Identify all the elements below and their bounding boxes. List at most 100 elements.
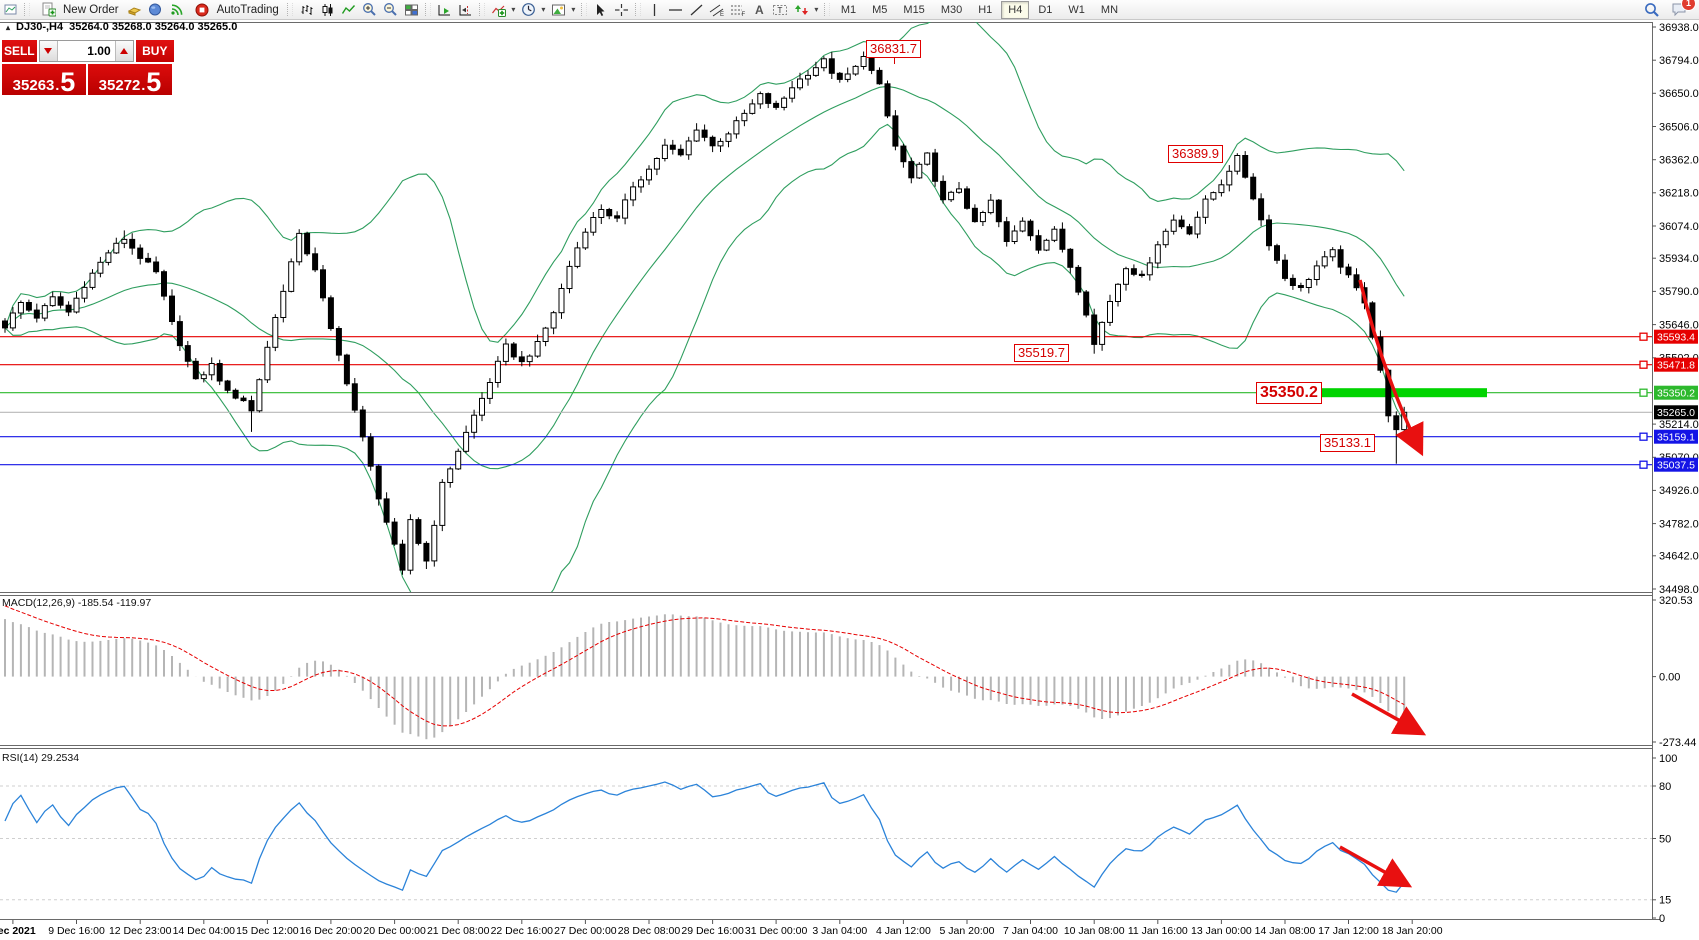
timeframe-m5[interactable]: M5 — [872, 3, 888, 16]
green-zone-highlight[interactable] — [1311, 388, 1487, 398]
svg-text:50: 50 — [1659, 833, 1671, 845]
svg-text:36074.0: 36074.0 — [1659, 221, 1699, 233]
volume-decrease-button[interactable] — [39, 41, 58, 61]
svg-text:34642.0: 34642.0 — [1659, 551, 1699, 563]
price-callout-label[interactable]: 36831.7 — [866, 40, 921, 65]
candlestick-chart-type-icon[interactable] — [317, 1, 338, 18]
svg-text:4 Jan 12:00: 4 Jan 12:00 — [876, 925, 931, 937]
periods-caret[interactable]: ▾ — [541, 5, 546, 14]
chart-shift-icon[interactable] — [455, 1, 476, 18]
tile-windows-icon[interactable] — [401, 1, 422, 18]
mail-icon[interactable] — [145, 1, 166, 18]
level-lines[interactable] — [0, 332, 1652, 469]
svg-text:36362.0: 36362.0 — [1659, 155, 1699, 167]
templates-caret[interactable]: ▾ — [571, 5, 576, 14]
sell-button[interactable]: SELL — [2, 40, 37, 62]
arrows-tool-icon[interactable] — [791, 1, 812, 18]
equidistant-channel-tool-icon[interactable]: E — [707, 1, 728, 18]
new-order-button[interactable]: New Order — [33, 1, 124, 19]
bollinger-bands — [4, 22, 1405, 592]
buy-price[interactable]: 35272. 5 — [88, 64, 172, 96]
notification-badge: 1 — [1681, 0, 1696, 11]
one-click-panel-toggle[interactable]: ▴ — [6, 22, 11, 32]
trend-arrows[interactable] — [1339, 279, 1427, 888]
svg-text:Dec 2021: Dec 2021 — [0, 925, 36, 937]
price-callout-label[interactable]: 35350.2 — [1256, 382, 1322, 404]
periods-icon[interactable] — [518, 1, 539, 18]
svg-text:20 Dec 00:00: 20 Dec 00:00 — [363, 925, 426, 937]
price-callout-label[interactable]: 36389.9 — [1168, 145, 1223, 164]
timeframe-m30[interactable]: M30 — [940, 3, 963, 16]
svg-text:100: 100 — [1659, 753, 1677, 765]
svg-text:35790.0: 35790.0 — [1659, 286, 1699, 298]
chart-header: ▴ DJ30-,H4 35264.0 35268.0 35264.0 35265… — [6, 21, 237, 33]
price-callout-label[interactable]: 35133.1 — [1320, 434, 1375, 453]
rsi-panel — [0, 781, 1652, 901]
svg-text:22 Dec 16:00: 22 Dec 16:00 — [491, 925, 554, 937]
level-axis-labels: 35593.4 35471.8 35350.2 35265.0 35159.1 35037… — [1654, 329, 1698, 472]
vertical-line-tool-icon[interactable] — [644, 1, 665, 18]
svg-text:5 Jan 20:00: 5 Jan 20:00 — [940, 925, 995, 937]
line-chart-type-icon[interactable] — [338, 1, 359, 18]
timeframe-w1[interactable]: W1 — [1068, 3, 1085, 16]
svg-text:E: E — [720, 12, 724, 17]
svg-text:18 Jan 20:00: 18 Jan 20:00 — [1382, 925, 1443, 937]
new-chart-icon[interactable] — [0, 1, 21, 18]
svg-text:3 Jan 04:00: 3 Jan 04:00 — [812, 925, 867, 937]
indicators-icon[interactable] — [488, 1, 509, 18]
horizontal-line-tool-icon[interactable] — [665, 1, 686, 18]
templates-icon[interactable] — [548, 1, 569, 18]
fibonacci-tool-icon[interactable]: F — [728, 1, 749, 18]
svg-text:27 Dec 00:00: 27 Dec 00:00 — [554, 925, 617, 937]
svg-text:35471.8: 35471.8 — [1657, 360, 1695, 372]
history-center-icon[interactable] — [124, 1, 145, 18]
price-axis[interactable]: 36938.0 36794.0 36650.0 36506.0 36362.0 36218… — [1652, 22, 1699, 596]
svg-text:21 Dec 08:00: 21 Dec 08:00 — [427, 925, 490, 937]
rsi-axis[interactable]: 100 80 50 15 0 — [1652, 753, 1677, 925]
text-label-tool-icon[interactable]: T — [770, 1, 791, 18]
timeframe-m15[interactable]: M15 — [903, 3, 925, 16]
macd-axis[interactable]: 320.53 0.00 -273.44 — [1652, 595, 1696, 749]
crosshair-icon[interactable] — [611, 1, 632, 18]
rsi-indicator-label: RSI(14) 29.2534 — [2, 752, 80, 764]
trendline-tool-icon[interactable] — [686, 1, 707, 18]
volume-input[interactable]: 1.00 — [87, 44, 111, 58]
svg-text:F: F — [742, 12, 746, 17]
toolbar-handle — [24, 3, 30, 16]
svg-text:17 Jan 12:00: 17 Jan 12:00 — [1318, 925, 1379, 937]
toolbar-handle — [580, 3, 587, 16]
indicators-caret[interactable]: ▾ — [511, 5, 516, 14]
svg-text:-273.44: -273.44 — [1659, 737, 1696, 749]
zoom-in-icon[interactable] — [359, 1, 380, 18]
timeframe-h1[interactable]: H1 — [978, 3, 993, 16]
zoom-out-icon[interactable] — [380, 1, 401, 18]
timeframe-mn[interactable]: MN — [1100, 3, 1119, 16]
signals-icon[interactable] — [166, 1, 187, 18]
text-tool-icon[interactable]: A — [755, 2, 764, 17]
autotrading-button[interactable]: AutoTrading — [187, 1, 284, 19]
timeframe-h4[interactable]: H4 — [1001, 0, 1030, 19]
cursor-icon[interactable] — [590, 1, 611, 18]
arrows-tool-caret[interactable]: ▾ — [814, 5, 819, 14]
timeframe-d1[interactable]: D1 — [1038, 3, 1053, 16]
search-icon[interactable] — [1641, 1, 1662, 18]
volume-increase-button[interactable] — [114, 41, 133, 61]
sell-price[interactable]: 35263. 5 — [2, 64, 86, 96]
timeframe-m1[interactable]: M1 — [840, 3, 857, 16]
notifications-icon[interactable]: 1 — [1668, 0, 1696, 18]
svg-text:35214.0: 35214.0 — [1659, 419, 1699, 431]
price-callout-label[interactable]: 35519.7 — [1014, 344, 1069, 363]
svg-text:31 Dec 00:00: 31 Dec 00:00 — [745, 925, 808, 937]
buy-button[interactable]: BUY — [135, 40, 174, 62]
new-order-icon — [38, 1, 59, 18]
svg-text:16 Dec 20:00: 16 Dec 20:00 — [300, 925, 363, 937]
triangle-down-icon — [44, 48, 53, 54]
auto-scroll-icon[interactable] — [434, 1, 455, 18]
toolbar-handle — [478, 3, 485, 16]
bar-chart-type-icon[interactable] — [296, 1, 317, 18]
svg-text:0: 0 — [1659, 913, 1665, 925]
svg-text:10 Jan 08:00: 10 Jan 08:00 — [1064, 925, 1125, 937]
toolbar-handle — [823, 3, 830, 16]
